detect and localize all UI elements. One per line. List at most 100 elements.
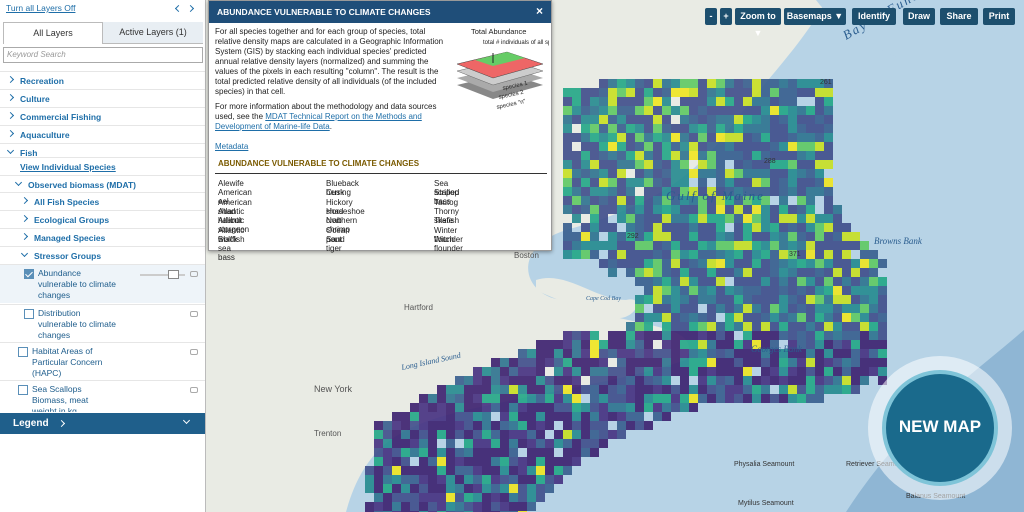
layer-item[interactable]: Aquaculture [20,130,70,140]
density-cell [635,304,644,313]
layer-item[interactable]: Managed Species [34,233,106,243]
density-cell [689,133,698,142]
toolbar-button[interactable]: Print [983,8,1015,25]
legend-toggle[interactable] [182,416,191,425]
slider-handle[interactable] [168,270,179,279]
density-cell [761,160,770,169]
density-cell [698,115,707,124]
density-cell [689,295,698,304]
density-cell [518,358,527,367]
density-cell [662,142,671,151]
layer-item[interactable]: Stressor Groups [34,251,102,261]
layer-action[interactable] [190,271,198,277]
toolbar-button[interactable]: Share [940,8,978,25]
tab[interactable]: Active Layers (1) [103,22,203,44]
density-cell [824,106,833,115]
chevron[interactable] [20,196,29,205]
density-cell [554,430,563,439]
density-cell [563,133,572,142]
chevron[interactable] [20,232,29,241]
density-cell [617,421,626,430]
density-cell [716,259,725,268]
legend-bar[interactable]: Legend [0,413,205,434]
density-cell [833,322,842,331]
density-cell [725,169,734,178]
tab[interactable]: All Layers [3,22,103,44]
density-cell [653,412,662,421]
density-cell [509,502,518,511]
species-name: Sea scallop [434,179,459,197]
toolbar-button[interactable]: Identify [852,8,896,25]
density-cell [572,169,581,178]
turn-off-link[interactable]: Turn all Layers Off [6,3,76,13]
density-cell [473,412,482,421]
density-cell [653,394,662,403]
chevron[interactable] [6,129,15,138]
toolbar-button[interactable]: Basemaps ▼ [784,8,846,25]
density-cell [482,475,491,484]
density-cell [464,439,473,448]
checkbox-label[interactable]: Habitat Areas of Particular Concern (HAP… [32,346,103,378]
chevron[interactable] [14,178,23,187]
checkbox-label[interactable]: Distribution vulnerable to climate chang… [38,308,116,340]
density-cell [509,493,518,502]
chevron[interactable] [6,75,15,84]
close-button[interactable]: × [536,4,544,18]
density-cell [689,367,698,376]
toolbar-button[interactable]: + [720,8,732,25]
density-cell [860,367,869,376]
layer-item[interactable]: Culture [20,94,50,104]
chevron[interactable] [6,111,15,120]
layer-item[interactable]: Ecological Groups [34,215,110,225]
density-cell [608,376,617,385]
density-cell [446,466,455,475]
opacity-slider[interactable] [140,274,185,276]
chevron[interactable] [20,214,29,223]
checkbox-label[interactable]: Abundance vulnerable to climate changes [38,268,116,300]
toolbar-button[interactable]: - [705,8,717,25]
layer-action[interactable] [190,387,198,393]
density-cell [680,349,689,358]
report-link[interactable]: MDAT Technical Report on the Methods and… [215,112,422,131]
density-cell [671,178,680,187]
checkbox-label[interactable]: Sea Scallops Biomass, meat weight in kg … [32,384,89,412]
density-cell [662,403,671,412]
search-box[interactable]: Keyword Search [3,47,203,63]
chevron[interactable] [6,146,15,155]
checkbox[interactable] [24,269,34,279]
chevron[interactable] [20,249,29,258]
density-cell [617,178,626,187]
density-cell [743,169,752,178]
layer-action[interactable] [190,349,198,355]
layer-item[interactable]: Recreation [20,76,64,86]
layer-item[interactable]: View Individual Species [20,162,116,172]
layer-action[interactable] [190,311,198,317]
checkbox[interactable] [24,309,34,319]
density-cell [752,268,761,277]
density-cell [617,160,626,169]
density-cell [725,259,734,268]
density-cell [797,295,806,304]
new-map-badge[interactable]: NEW MAP [868,356,1012,500]
checkbox[interactable] [18,385,28,395]
density-cell [860,358,869,367]
density-cell [734,151,743,160]
density-cell [581,97,590,106]
metadata-link[interactable]: Metadata [215,142,249,151]
density-cell [815,106,824,115]
layer-item[interactable]: All Fish Species [34,197,100,207]
density-cell [788,268,797,277]
toolbar-button[interactable]: Draw [903,8,935,25]
chevron[interactable] [6,93,15,102]
layer-item[interactable]: Observed biomass (MDAT) [28,180,137,190]
density-cell [716,187,725,196]
toolbar-button[interactable]: Zoom to ▼ [735,8,781,38]
density-cell [455,475,464,484]
layer-item[interactable]: Fish [20,148,38,158]
density-cell [644,322,653,331]
density-cell [437,403,446,412]
checkbox[interactable] [18,347,28,357]
layer-item[interactable]: Commercial Fishing [20,112,102,122]
density-cell [824,79,833,88]
density-cell [662,133,671,142]
